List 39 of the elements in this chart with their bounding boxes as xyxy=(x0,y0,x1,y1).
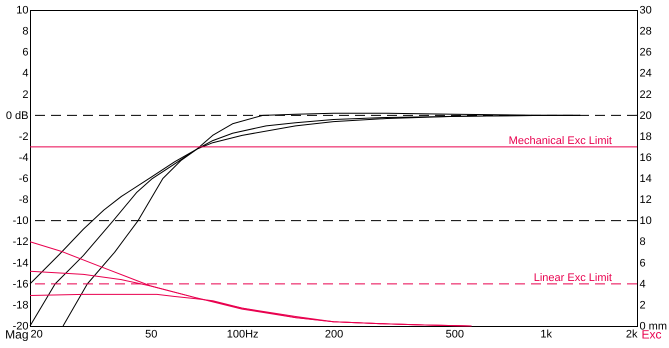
y-tick-label: -4 xyxy=(18,152,28,164)
y2-tick-label: 8 xyxy=(640,236,646,248)
y-tick-label: -18 xyxy=(12,299,28,312)
y2-tick-label: 24 xyxy=(640,68,652,80)
y-tick-label: -12 xyxy=(12,236,28,248)
ref-line-label: Linear Exc Limit xyxy=(534,272,612,284)
y-tick-label: -16 xyxy=(12,278,28,290)
y-tick-label: 2 xyxy=(22,88,28,101)
x-tick-label: 500 xyxy=(446,328,464,340)
x-tick-label: 200 xyxy=(324,328,344,340)
x-tick-label: 2k xyxy=(626,328,638,340)
y2-tick-label: 2 xyxy=(640,299,646,312)
y2-tick-label: 14 xyxy=(640,173,652,186)
y2-tick-label: 10 xyxy=(640,215,652,228)
y-tick-label: -10 xyxy=(12,215,28,228)
y2-tick-label: 6 xyxy=(640,257,646,270)
y-tick-label: 4 xyxy=(22,68,28,80)
y-tick-label: 0 dB xyxy=(6,110,28,122)
y-tick-label: -2 xyxy=(18,130,28,143)
y-tick-label: 8 xyxy=(22,26,28,38)
y-tick-label: 10 xyxy=(16,4,28,16)
y-tick-label: 6 xyxy=(22,46,28,59)
y2-tick-label: 22 xyxy=(640,88,652,101)
y-tick-label: -8 xyxy=(18,194,28,206)
x-tick-label: 50 xyxy=(145,328,158,340)
y-tick-label: -14 xyxy=(12,257,28,270)
y2-tick-label: 20 xyxy=(640,110,652,122)
y2-tick-label: 18 xyxy=(640,130,652,143)
x-tick-label: 1k xyxy=(540,328,552,340)
y2-tick-label: 16 xyxy=(640,152,652,164)
y2-tick-label: 26 xyxy=(640,46,652,59)
ref-line-label: Mechanical Exc Limit xyxy=(508,134,612,147)
y2-tick-label: 28 xyxy=(640,26,652,38)
x-tick-label: 100Hz xyxy=(226,328,259,340)
y2-tick-label: 4 xyxy=(640,278,646,290)
y2-tick-label: 12 xyxy=(640,194,652,206)
x-tick-label: 20 xyxy=(30,328,43,340)
y2-tick-label: 30 xyxy=(640,4,652,16)
y-tick-label: -6 xyxy=(18,173,28,186)
